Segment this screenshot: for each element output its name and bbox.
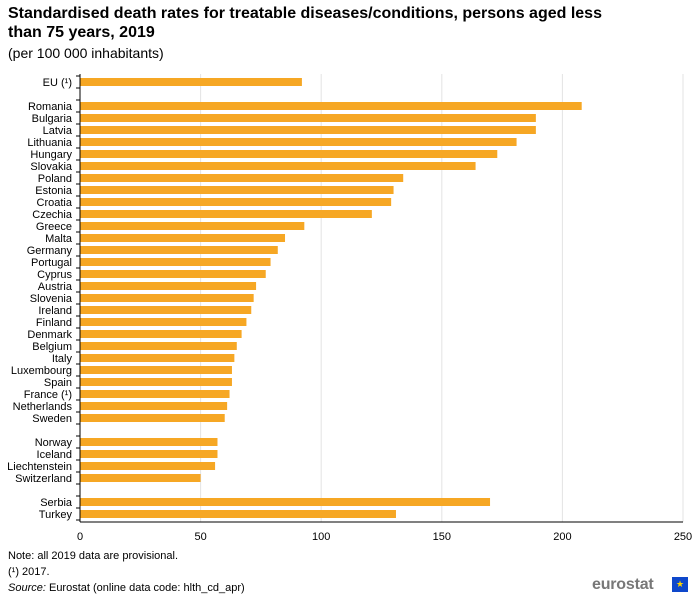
category-label: Turkey (39, 509, 73, 521)
footnote-text: (¹) 2017. (8, 566, 50, 578)
x-tick-label: 150 (433, 531, 451, 543)
category-label: EU (¹) (43, 77, 72, 89)
x-tick-label: 0 (77, 531, 83, 543)
bar (80, 402, 228, 410)
chart-title: Standardised death rates for treatable d… (8, 5, 602, 41)
category-label: Iceland (37, 449, 72, 461)
bar (80, 450, 218, 458)
bar (80, 498, 491, 506)
category-label: Belgium (32, 341, 72, 353)
category-label: Cyprus (37, 269, 72, 281)
category-label: Ireland (38, 305, 72, 317)
bar (80, 186, 394, 194)
chart-notes: Note: all 2019 data are provisional. (¹)… (8, 548, 245, 596)
x-tick-label: 250 (674, 531, 692, 543)
bar (80, 174, 404, 182)
category-label: France (¹) (24, 389, 72, 401)
bar (80, 306, 252, 314)
bar (80, 510, 396, 518)
category-label: Italy (52, 353, 73, 365)
bar (80, 354, 235, 362)
category-label: Slovenia (30, 293, 73, 305)
category-label: Poland (38, 173, 72, 185)
category-label: Serbia (40, 497, 73, 509)
bar (80, 438, 218, 446)
category-label: Austria (38, 281, 73, 293)
category-label: Lithuania (27, 137, 73, 149)
category-label: Switzerland (15, 473, 72, 485)
x-tick-label: 100 (312, 531, 330, 543)
category-label: Romania (28, 101, 73, 113)
x-tick-label: 200 (553, 531, 571, 543)
bar (80, 282, 257, 290)
bar-chart: EU (¹) RomaniaBulgariaLatviaLithuaniaHung… (7, 74, 692, 543)
category-label: Denmark (27, 329, 72, 341)
bar (80, 342, 237, 350)
bar (80, 150, 498, 158)
bar (80, 126, 536, 134)
category-label: Netherlands (13, 401, 73, 413)
category-label: Malta (45, 233, 73, 245)
bar (80, 462, 216, 470)
category-label: Portugal (31, 257, 72, 269)
source-label: Source: (8, 582, 46, 594)
bar (80, 114, 536, 122)
chart-subtitle: (per 100 000 inhabitants) (8, 45, 164, 61)
bar (80, 234, 286, 242)
bar (80, 270, 266, 278)
bar (80, 294, 254, 302)
category-label: Norway (35, 437, 73, 449)
bar (80, 162, 476, 170)
bar (80, 246, 278, 254)
eu-flag-icon: ★ (672, 577, 688, 592)
source-line: Source: Eurostat (online data code: hlth… (8, 580, 245, 596)
category-label: Finland (36, 317, 72, 329)
category-label: Liechtenstein (7, 461, 72, 473)
bar (80, 102, 582, 110)
bar (80, 318, 247, 326)
bar (80, 78, 302, 86)
bar (80, 414, 225, 422)
category-label: Spain (44, 377, 72, 389)
bar (80, 330, 242, 338)
x-tick-labels: 0 50 100 150 200 250 (77, 531, 692, 543)
category-label: Luxembourg (11, 365, 72, 377)
category-label: Sweden (32, 413, 72, 425)
category-labels: EU (¹) RomaniaBulgariaLatviaLithuaniaHung… (7, 77, 73, 521)
x-tick-label: 50 (194, 531, 206, 543)
category-label: Germany (27, 245, 73, 257)
bar (80, 258, 271, 266)
bars (80, 78, 582, 518)
category-label: Croatia (37, 197, 73, 209)
note-text: Note: all 2019 data are provisional. (8, 550, 178, 562)
bar (80, 366, 232, 374)
bar (80, 198, 392, 206)
bar (80, 138, 517, 146)
bar (80, 474, 201, 482)
category-label: Latvia (43, 125, 73, 137)
category-label: Greece (36, 221, 72, 233)
category-label: Estonia (35, 185, 73, 197)
source-text: Eurostat (online data code: hlth_cd_apr) (45, 582, 245, 594)
category-label: Slovakia (30, 161, 72, 173)
bar (80, 378, 232, 386)
category-label: Czechia (32, 209, 73, 221)
category-label: Bulgaria (32, 113, 73, 125)
bar (80, 390, 230, 398)
axes (76, 74, 683, 523)
bar (80, 222, 305, 230)
bar (80, 210, 372, 218)
logo-text: eurostat (592, 576, 654, 593)
category-label: Hungary (30, 149, 72, 161)
